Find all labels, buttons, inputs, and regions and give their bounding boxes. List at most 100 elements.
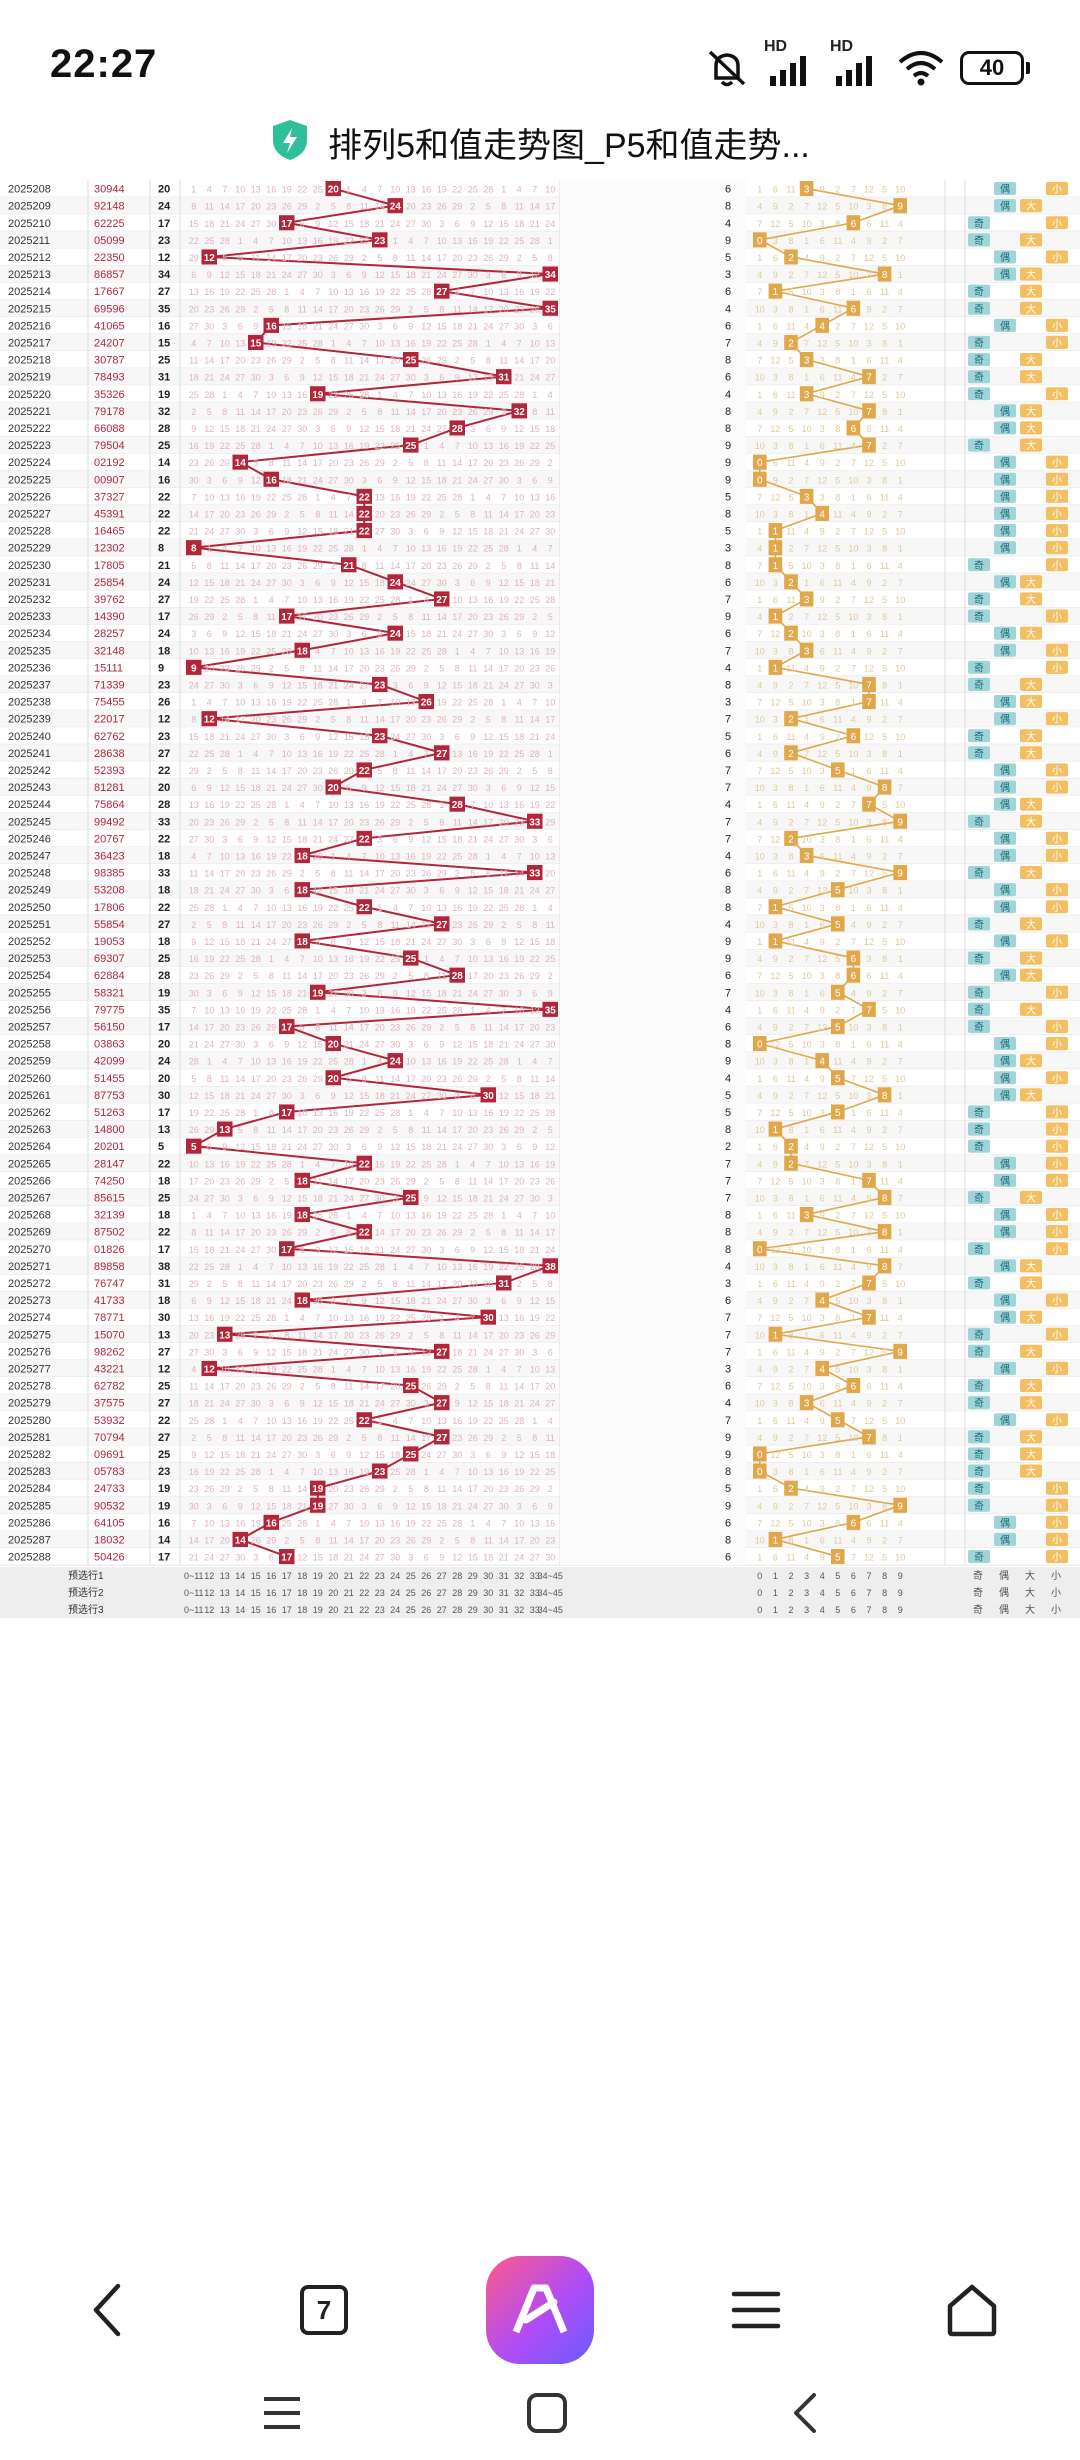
digit-miss-count: 2 [835, 185, 840, 195]
page-title[interactable]: 排列5和值走势图_P5和值走势... [328, 118, 810, 167]
draw-number: 36423 [94, 850, 125, 862]
miss-count: 16 [468, 1262, 478, 1272]
miss-count: 11 [530, 561, 539, 571]
sum-value: 25 [158, 1192, 170, 1204]
miss-count: 6 [517, 629, 522, 639]
issue-number: 2025279 [8, 1398, 51, 1410]
issue-number: 2025285 [8, 1500, 51, 1512]
digit-marker [799, 642, 814, 658]
miss-count: 17 [204, 1022, 214, 1032]
miss-count: 27 [204, 1193, 214, 1203]
miss-count: 4 [222, 1057, 227, 1067]
miss-count: 20 [251, 1228, 261, 1238]
digit-miss-count: 10 [755, 509, 765, 519]
miss-count: 8 [300, 663, 305, 673]
miss-count: 6 [424, 527, 429, 537]
size-label: 小 [1052, 782, 1062, 794]
miss-count: 6 [331, 1450, 336, 1460]
miss-count: 21 [499, 527, 509, 537]
miss-count: 25 [421, 646, 431, 656]
digit-miss-count: 1 [851, 1040, 856, 1050]
digit-miss-count: 4 [757, 886, 762, 896]
size-label: 小 [1052, 1329, 1062, 1341]
miss-count: 7 [300, 441, 305, 451]
menu-button[interactable] [696, 2250, 816, 2370]
miss-count: 20 [483, 458, 493, 468]
miss-count: 18 [359, 219, 369, 229]
miss-count: 7 [315, 287, 320, 297]
miss-count: 9 [408, 834, 413, 844]
miss-count: 25 [545, 954, 555, 964]
digit-miss-count: 8 [788, 509, 793, 519]
miss-count: 15 [468, 1553, 478, 1563]
miss-count: 5 [315, 869, 320, 879]
miss-count: 13 [437, 390, 447, 400]
miss-count: 15 [530, 937, 540, 947]
digit-miss-count: 3 [773, 441, 778, 451]
digit-miss-count: 10 [755, 373, 765, 383]
digit-marker-label: 3 [804, 646, 810, 657]
back-icon[interactable] [790, 2391, 820, 2440]
span-value: 8 [725, 1466, 731, 1478]
miss-count: 4 [439, 954, 444, 964]
digit-miss-count: 1 [851, 356, 856, 366]
sum-marker [232, 454, 248, 470]
digit-miss-count: 11 [833, 1330, 842, 1340]
size-marker [1020, 284, 1042, 298]
draw-number: 41733 [94, 1295, 125, 1307]
miss-count: 27 [282, 424, 292, 434]
size-marker [1020, 575, 1042, 589]
tabs-button[interactable]: 7 [264, 2250, 384, 2370]
size-label: 大 [1026, 593, 1036, 606]
digit-marker-label: 3 [804, 595, 810, 606]
digit-miss-count: 11 [786, 458, 795, 468]
miss-count: 6 [517, 1142, 522, 1152]
size-label: 小 [1052, 1227, 1062, 1239]
digit-miss-count: 9 [773, 475, 778, 485]
miss-count: 20 [421, 561, 431, 571]
parity-label: 偶 [1000, 1055, 1010, 1068]
digit-marker-label: 3 [804, 851, 810, 862]
span-value: 3 [725, 697, 731, 709]
miss-count: 26 [328, 766, 338, 776]
miss-count: 4 [253, 236, 258, 246]
sum-value: 17 [158, 611, 170, 623]
size-marker [1020, 199, 1042, 213]
span-value: 7 [725, 337, 731, 349]
issue-number: 2025224 [8, 457, 51, 469]
digit-miss-count: 6 [866, 1382, 871, 1392]
digit-miss-count: 3 [773, 1057, 778, 1067]
miss-count: 29 [530, 971, 540, 981]
miss-count: 10 [375, 851, 385, 861]
footer-digit-tick: 3 [804, 1588, 809, 1598]
footer-sum-tick: 20 [328, 1588, 338, 1598]
digit-miss-count: 5 [882, 253, 887, 263]
app-logo-button[interactable] [480, 2250, 600, 2370]
home-button[interactable] [912, 2250, 1032, 2370]
miss-count: 27 [328, 1501, 338, 1511]
digit-miss-count: 12 [770, 1108, 780, 1118]
recent-apps-icon[interactable] [260, 2393, 304, 2438]
miss-count: 9 [424, 1193, 429, 1203]
sum-value: 20 [158, 782, 170, 794]
digit-miss-count: 1 [757, 390, 762, 400]
digit-miss-count: 1 [804, 1330, 809, 1340]
digit-miss-count: 2 [882, 851, 887, 861]
miss-count: 28 [514, 1416, 524, 1426]
digit-miss-count: 1 [851, 1313, 856, 1323]
sum-trend-chart[interactable]: 2025208309442014710131619222528147101316… [0, 180, 1080, 2250]
miss-count: 9 [238, 988, 243, 998]
miss-count: 9 [300, 1399, 305, 1409]
span-value: 5 [725, 1107, 731, 1119]
home-square-icon[interactable] [525, 2391, 569, 2440]
parity-marker [968, 814, 990, 828]
footer-sum-tick: 32 [514, 1605, 524, 1615]
miss-count: 2 [470, 1228, 475, 1238]
miss-count: 1 [362, 544, 367, 554]
digit-miss-count: 4 [804, 937, 809, 947]
miss-count: 22 [545, 287, 555, 297]
back-button[interactable] [48, 2250, 168, 2370]
miss-count: 22 [220, 1467, 230, 1477]
size-label: 大 [1026, 371, 1036, 384]
parity-label: 偶 [1000, 1362, 1010, 1375]
